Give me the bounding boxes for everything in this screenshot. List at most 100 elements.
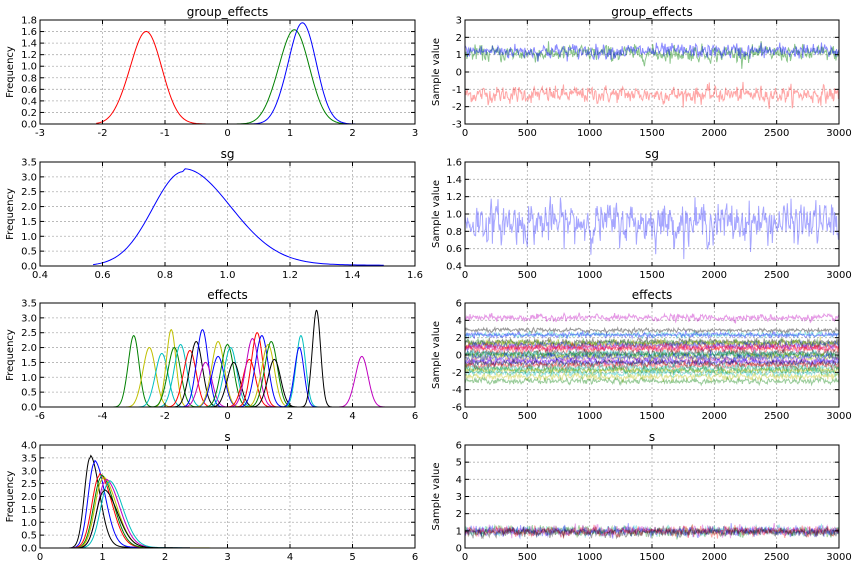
x-tick-label: 3000 <box>826 552 851 563</box>
s-density-title: s <box>224 430 230 444</box>
sg-density-density-line-0 <box>93 168 384 266</box>
y-tick-label: 3.5 <box>21 299 37 310</box>
s-density-grid <box>40 445 415 548</box>
s-trace-trace-line-4 <box>465 524 839 539</box>
effects-density-series-group <box>109 309 390 407</box>
group-effects-trace-panel: 0 500 1000 1500 2000 2500 3000 -3 -2 -1 0 1 2 3 group_… <box>431 5 852 139</box>
y-tick-label: 2.0 <box>21 492 37 503</box>
y-tick-label: 1.5 <box>21 217 37 228</box>
group-effects-trace-trace-line-1 <box>465 41 839 69</box>
effects-density-density-line-17 <box>231 332 283 407</box>
effects-trace-trace-line-9 <box>465 342 839 354</box>
effects-density-ticks: -6 -4 -2 0 2 4 6 0.0 0.5 1.0 1.5 2.0 2.5 3.0 3.5 <box>21 299 418 423</box>
effects-trace-trace-line-25 <box>465 375 839 387</box>
x-tick-label: 1 <box>99 552 105 563</box>
y-tick-label: 0 <box>456 351 462 362</box>
x-tick-label: 0 <box>37 552 43 563</box>
effects-trace-trace-line-8 <box>465 340 839 353</box>
sg-density-series-group <box>93 168 384 266</box>
x-tick-label: 0 <box>462 552 468 563</box>
x-tick-label: 1.4 <box>345 270 361 281</box>
s-trace-ticks: 0 500 1000 1500 2000 2500 3000 0 1 2 3 4 5 6 <box>456 441 852 564</box>
x-tick-label: 1500 <box>639 128 664 139</box>
x-tick-label: 1.6 <box>407 270 423 281</box>
effects-density-density-line-12 <box>199 343 256 407</box>
effects-trace-trace-line-24 <box>465 369 839 384</box>
effects-density-density-line-23 <box>278 346 321 407</box>
y-tick-label: 0.4 <box>446 262 462 273</box>
group-effects-density-density-line-1 <box>230 29 347 124</box>
y-tick-label: 0.6 <box>446 244 462 255</box>
x-tick-label: 0.6 <box>95 270 111 281</box>
x-tick-label: 2000 <box>702 128 727 139</box>
x-tick-label: -1 <box>160 128 170 139</box>
y-tick-label: 1.6 <box>446 158 462 169</box>
y-tick-label: 0.6 <box>21 85 37 96</box>
effects-density-density-line-11 <box>190 341 247 407</box>
effects-trace-trace-line-17 <box>465 356 839 368</box>
effects-trace-series-group <box>465 312 839 387</box>
x-tick-label: 1.0 <box>220 270 236 281</box>
s-trace-trace-line-1 <box>465 523 839 540</box>
sg-trace-ylabel: Sample value <box>431 180 442 248</box>
x-tick-label: 6 <box>412 552 418 563</box>
group-effects-trace-trace-line-0 <box>465 81 839 109</box>
y-tick-label: 6 <box>456 441 462 452</box>
effects-density-density-line-4 <box>146 346 203 407</box>
effects-trace-trace-line-12 <box>465 348 839 360</box>
x-tick-label: 0 <box>224 411 230 422</box>
effects-trace-trace-line-11 <box>465 347 839 360</box>
effects-density-density-line-21 <box>246 358 303 407</box>
effects-density-title: effects <box>207 288 248 302</box>
y-tick-label: 1.5 <box>21 505 37 516</box>
sg-density-ticks: 0.4 0.6 0.8 1.0 1.2 1.4 1.6 0.0 0.5 1.0 1.5 2.0 2.5 3… <box>21 158 423 282</box>
effects-trace-trace-line-2 <box>465 329 839 340</box>
y-tick-label: 1.6 <box>21 27 37 38</box>
effects-trace-trace-line-5 <box>465 337 839 349</box>
group-effects-trace-ticks: 0 500 1000 1500 2000 2500 3000 -3 -2 -1 0 1 2 3 <box>452 16 852 140</box>
s-trace-trace-line-0 <box>465 523 839 538</box>
x-tick-label: 2500 <box>764 128 789 139</box>
effects-trace-trace-line-10 <box>465 343 839 357</box>
effects-trace-ylabel: Sample value <box>431 321 442 389</box>
effects-density-density-line-0 <box>109 335 158 407</box>
group-effects-density-panel: -3 -2 -1 0 1 2 3 0.00.20.40.60.81.01.21.41.61.8… <box>5 5 418 139</box>
y-tick-label: 1.2 <box>21 50 37 61</box>
sg-trace-grid <box>465 162 839 266</box>
effects-trace-ticks: 0 500 1000 1500 2000 2500 3000 -6 -4 -2 0 2 4 6 <box>452 299 852 423</box>
effects-trace-grid <box>465 303 839 407</box>
x-tick-label: 3000 <box>826 128 851 139</box>
effects-trace-panel: 0 500 1000 1500 2000 2500 3000 -6 -4 -2 0 2 4 6 effect… <box>431 288 852 422</box>
x-tick-label: 2000 <box>702 270 727 281</box>
effects-density-ylabel: Frequency <box>5 329 16 381</box>
s-trace-trace-line-2 <box>465 523 839 539</box>
effects-trace-trace-line-18 <box>465 357 839 372</box>
x-tick-label: 1000 <box>577 128 602 139</box>
s-trace-trace-line-3 <box>465 523 839 540</box>
effects-density-density-line-24 <box>298 309 335 407</box>
y-tick-label: 1 <box>456 50 462 61</box>
x-tick-label: 1000 <box>577 552 602 563</box>
group-effects-density-grid <box>40 20 415 124</box>
x-tick-label: 5 <box>349 552 355 563</box>
x-tick-label: 2000 <box>702 411 727 422</box>
x-tick-label: 3 <box>412 128 418 139</box>
y-tick-label: -1 <box>452 85 462 96</box>
y-tick-label: 2.5 <box>21 328 37 339</box>
s-trace-title: s <box>649 430 655 444</box>
sg-trace-panel: 0 500 1000 1500 2000 2500 3000 0.4 0.6 0.8 1.0 1.2 1… <box>431 147 852 281</box>
effects-density-density-line-2 <box>133 352 190 407</box>
effects-trace-trace-line-1 <box>465 326 839 336</box>
y-tick-label: 3.0 <box>21 313 37 324</box>
effects-trace-trace-line-14 <box>465 352 839 364</box>
effects-trace-trace-line-21 <box>465 364 839 376</box>
y-tick-label: 1.8 <box>21 16 37 27</box>
group-effects-density-density-line-0 <box>96 30 247 124</box>
s-trace-panel: 0 500 1000 1500 2000 2500 3000 0 1 2 3 4 5 6 s Sample v… <box>431 430 852 563</box>
y-tick-label: -2 <box>452 102 462 113</box>
y-tick-label: 1.0 <box>446 210 462 221</box>
y-tick-label: 2 <box>456 509 462 520</box>
y-tick-label: -4 <box>452 385 462 396</box>
y-tick-label: 0.4 <box>21 96 37 107</box>
s-trace-grid <box>465 445 839 548</box>
